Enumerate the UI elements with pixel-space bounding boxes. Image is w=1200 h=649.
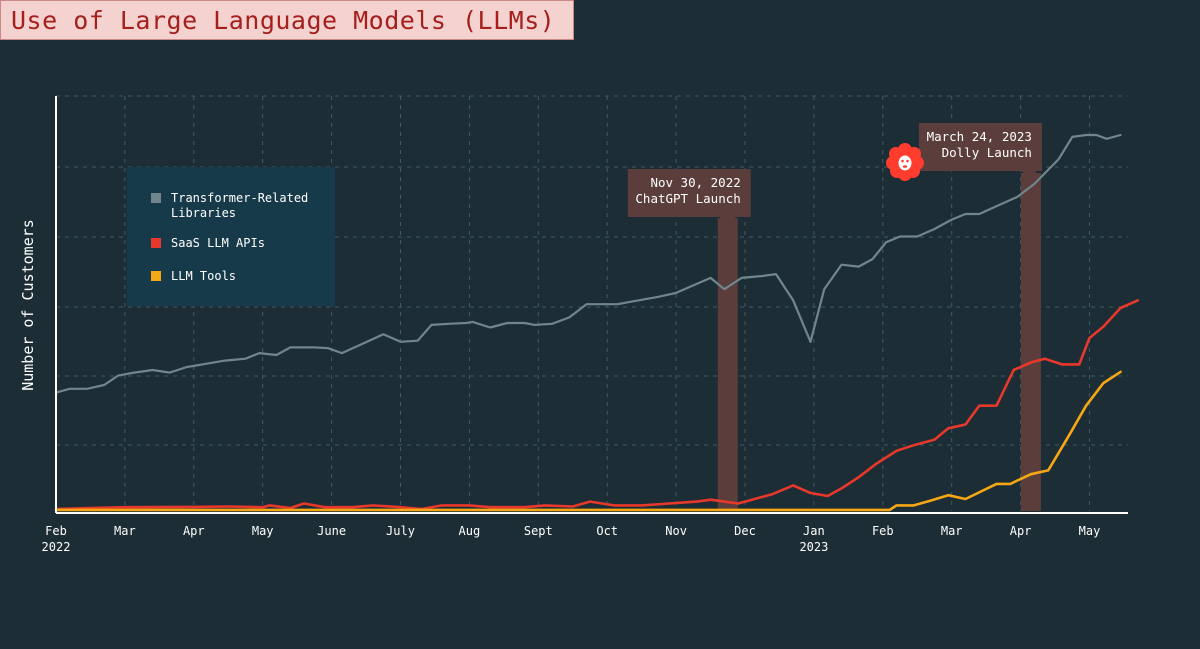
- series-line-transformer-related-libraries: [54, 133, 1122, 394]
- x-tick-labels: Feb 2022 Mar Apr May June July Aug Sept Oct Nov Dec…: [42, 524, 1101, 554]
- series-line-saas-llm-apis: [54, 299, 1139, 511]
- legend-label-transformer-line2: Libraries: [171, 206, 236, 220]
- legend-label-tools: LLM Tools: [171, 269, 236, 283]
- x-tick-label-2: Apr: [183, 524, 205, 538]
- dolly-icon-face: [898, 155, 912, 171]
- legend-box: [127, 167, 335, 306]
- x-tick-label-6: Aug: [459, 524, 481, 538]
- chart-title: Use of Large Language Models (LLMs): [11, 5, 556, 35]
- x-tick-label-15: May: [1079, 524, 1101, 538]
- axes: [55, 96, 1128, 514]
- x-tick-label-1: Mar: [114, 524, 136, 538]
- legend-swatch-transformer: [151, 193, 161, 203]
- legend-label-transformer: Transformer-Related Libraries: [171, 191, 316, 220]
- annotation-band-1: [1020, 173, 1041, 511]
- x-tick-label-10: Dec: [734, 524, 756, 538]
- x-tick-label-8: Oct: [596, 524, 618, 538]
- series-lines: [54, 133, 1139, 512]
- annotation-date-0: Nov 30, 2022: [650, 175, 740, 190]
- legend: Transformer-Related Libraries SaaS LLM A…: [127, 167, 335, 306]
- chart-title-box: Use of Large Language Models (LLMs): [0, 0, 575, 40]
- dolly-icon-eye-left: [901, 159, 904, 163]
- legend-label-transformer-line1: Transformer-Related: [171, 191, 308, 205]
- annotation-callout-1: [918, 123, 1042, 177]
- x-tick-label-11: Jan: [803, 524, 825, 538]
- annotation-bands: [717, 173, 1041, 511]
- dolly-icon-nose: [902, 165, 908, 168]
- x-tick-label-4: June: [317, 524, 346, 538]
- annotation-date-1: March 24, 2023: [927, 129, 1032, 144]
- annotation-event-0: ChatGPT Launch: [635, 191, 740, 206]
- y-axis-label: Number of Customers: [19, 219, 37, 391]
- annotation-callout-0: [627, 169, 751, 225]
- dolly-sheep-icon: [886, 143, 924, 181]
- dolly-icon-eye-right: [906, 159, 909, 163]
- annotation-band-0: [717, 218, 738, 511]
- legend-swatch-tools: [151, 271, 161, 281]
- x-tick-sublabel-0: 2022: [42, 540, 71, 554]
- x-tick-label-14: Apr: [1010, 524, 1032, 538]
- annotation-event-1: Dolly Launch: [942, 145, 1032, 160]
- x-tick-label-12: Feb: [872, 524, 894, 538]
- x-tick-label-9: Nov: [665, 524, 687, 538]
- series-line-llm-tools: [54, 370, 1122, 512]
- x-tick-label-5: July: [386, 524, 415, 538]
- x-tick-label-13: Mar: [941, 524, 963, 538]
- x-tick-sublabel-11: 2023: [799, 540, 828, 554]
- x-tick-label-7: Sept: [524, 524, 553, 538]
- legend-label-saas: SaaS LLM APIs: [171, 236, 265, 250]
- x-tick-label-3: May: [252, 524, 274, 538]
- x-tick-label-0: Feb: [45, 524, 67, 538]
- legend-swatch-saas: [151, 238, 161, 248]
